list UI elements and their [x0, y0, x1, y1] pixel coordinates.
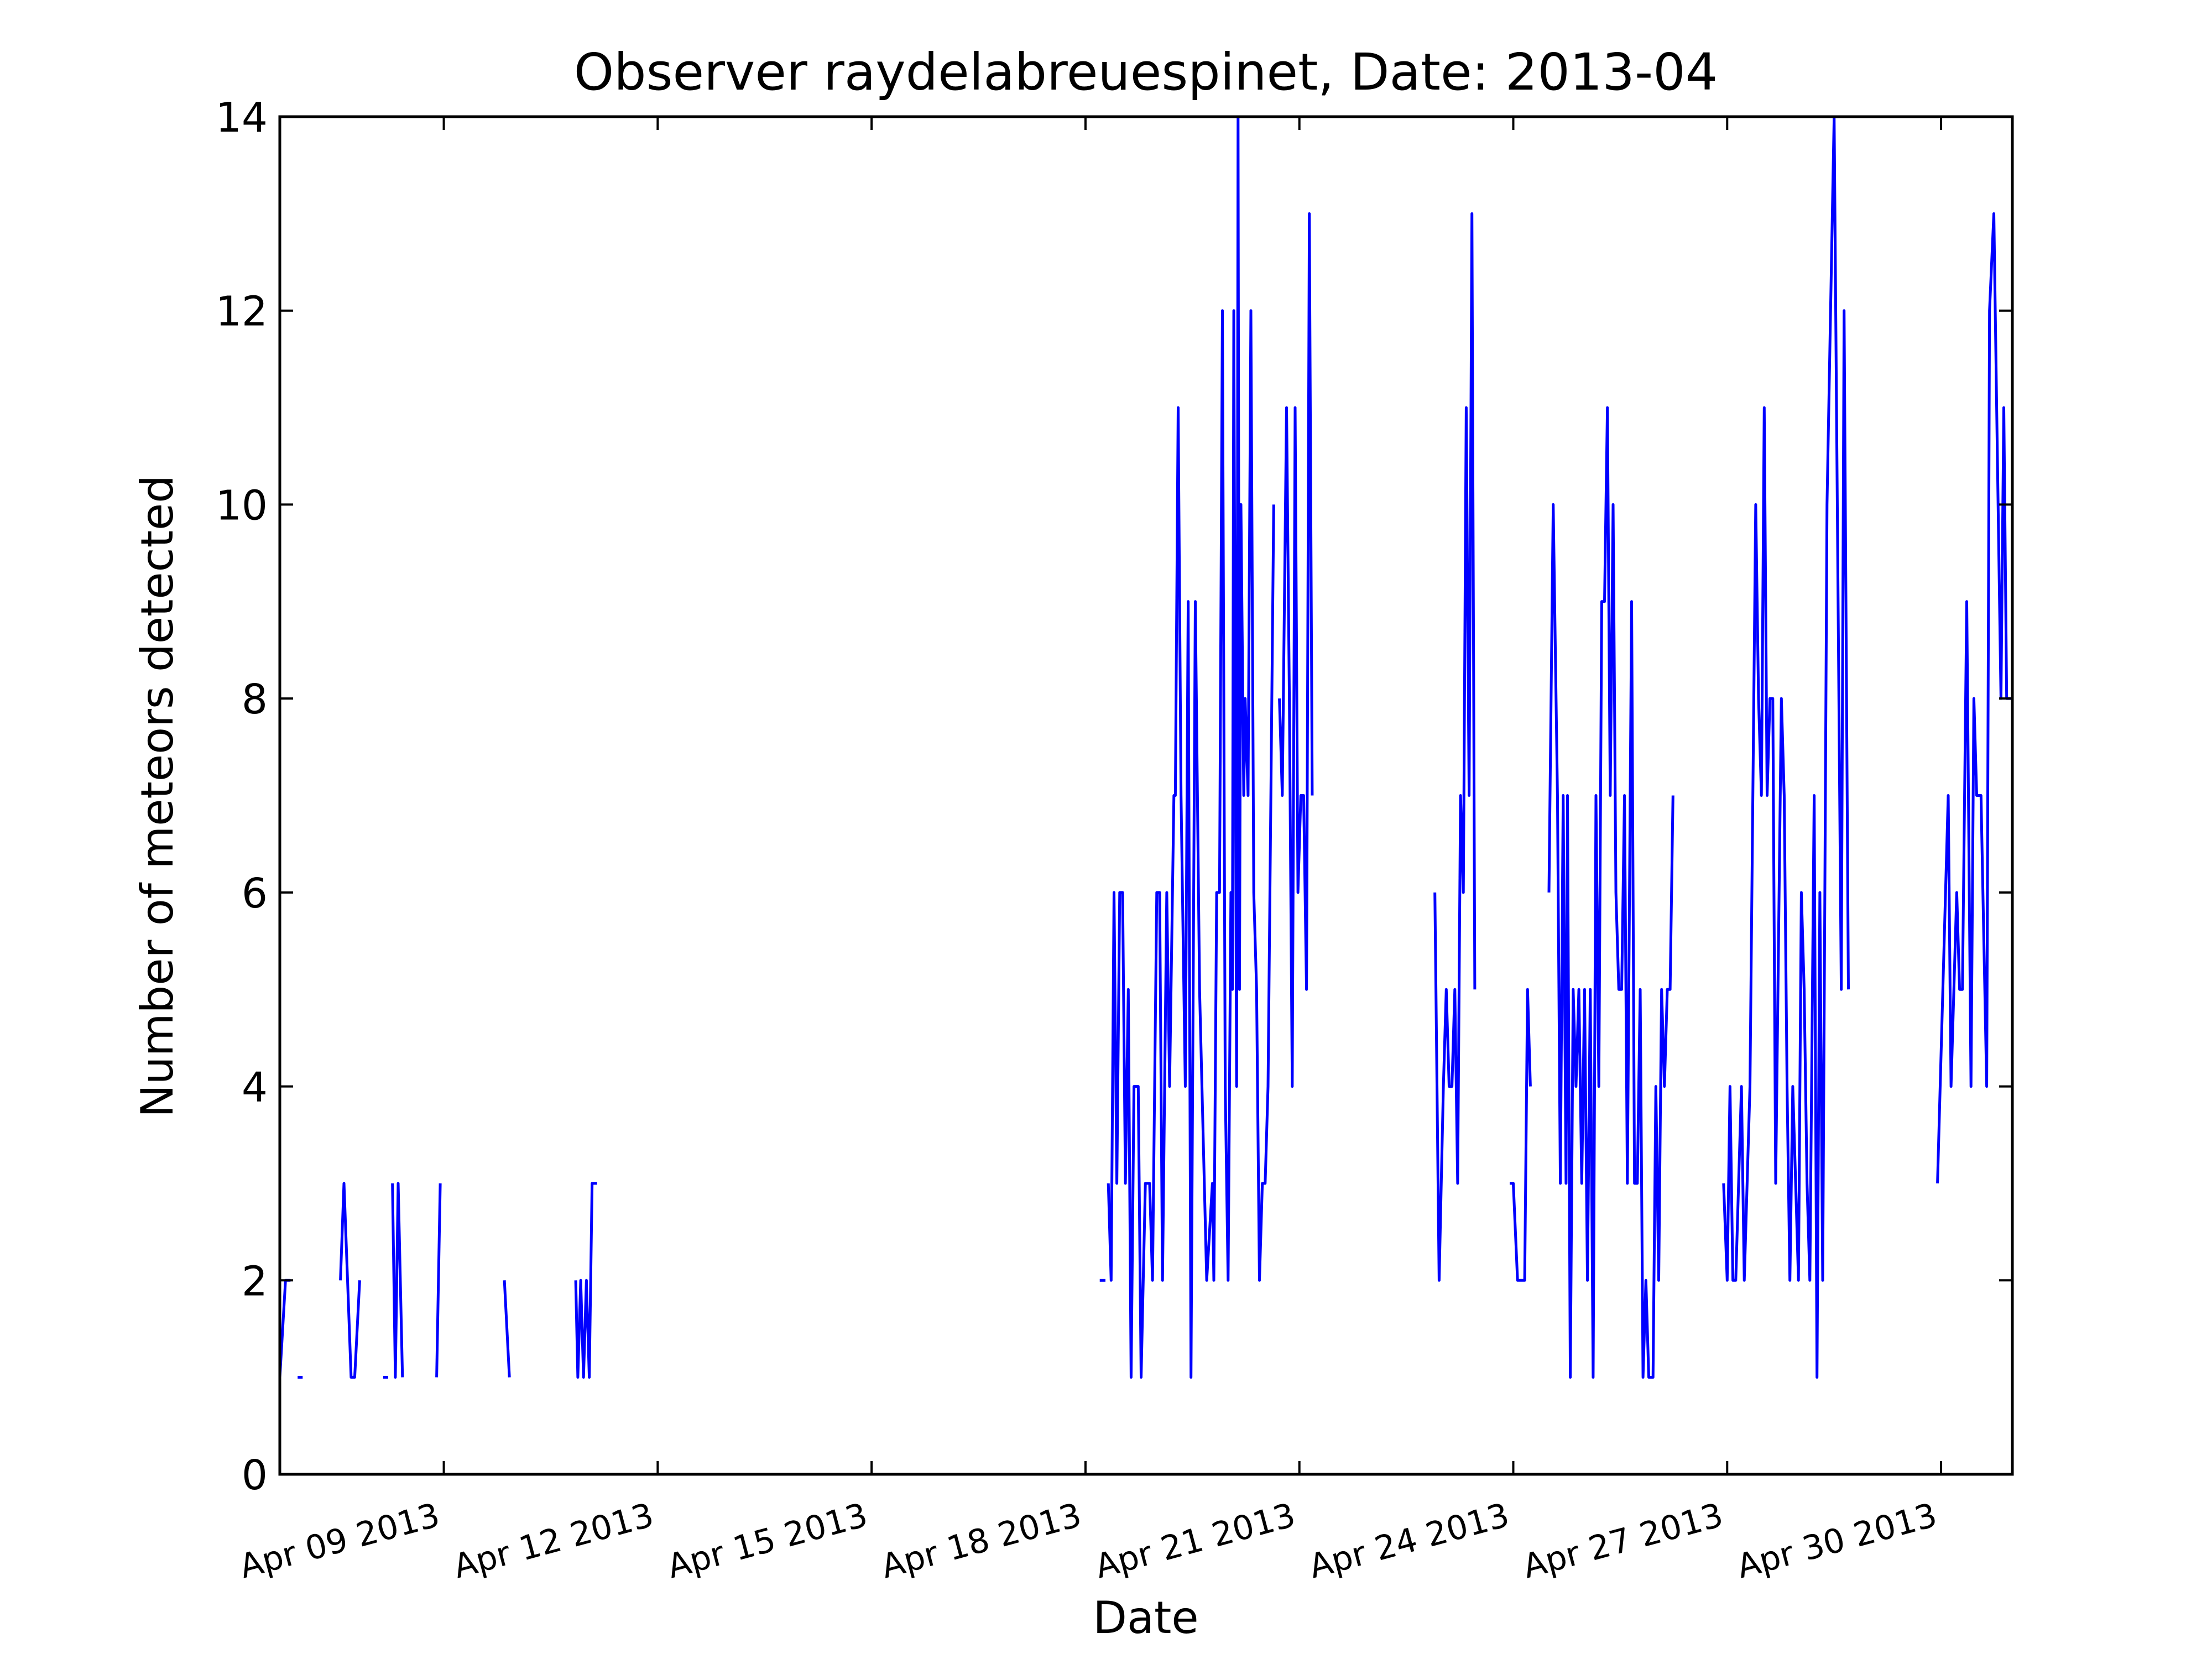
series-line-segment: [1107, 115, 1275, 1379]
series-line-segment: [1433, 212, 1477, 1282]
y-tick-label: 0: [242, 1452, 268, 1499]
series-line-segment: [435, 1183, 442, 1378]
series-line-segment: [1722, 115, 1850, 1379]
series-line-segment: [503, 1280, 511, 1378]
series-layer: [278, 115, 2012, 1379]
chart-title: Observer raydelabreuespinet, Date: 2013-…: [574, 43, 1718, 102]
series-line-segment: [339, 1182, 361, 1379]
plot-area-frame: [278, 115, 2014, 1476]
series-line-segment: [1547, 406, 1674, 1379]
y-tick-label: 12: [216, 288, 268, 336]
y-tick-label: 2: [242, 1258, 268, 1305]
y-tick-label: 10: [216, 482, 268, 529]
y-tick-label: 8: [242, 676, 268, 723]
x-axis-label: Date: [1093, 1592, 1198, 1644]
y-tick-label: 4: [242, 1064, 268, 1112]
series-line-segment: [391, 1182, 404, 1379]
series-line-segment: [574, 1182, 597, 1379]
series-line-segment: [1278, 212, 1314, 1088]
y-ticks: 0 2 4 6 8 10 12 14: [216, 94, 2012, 1499]
y-tick-label: 6: [242, 870, 268, 917]
series-line-segment: [1510, 988, 1532, 1282]
y-tick-label: 14: [216, 94, 268, 142]
y-axis-label: Number of meteors detected: [132, 475, 183, 1118]
